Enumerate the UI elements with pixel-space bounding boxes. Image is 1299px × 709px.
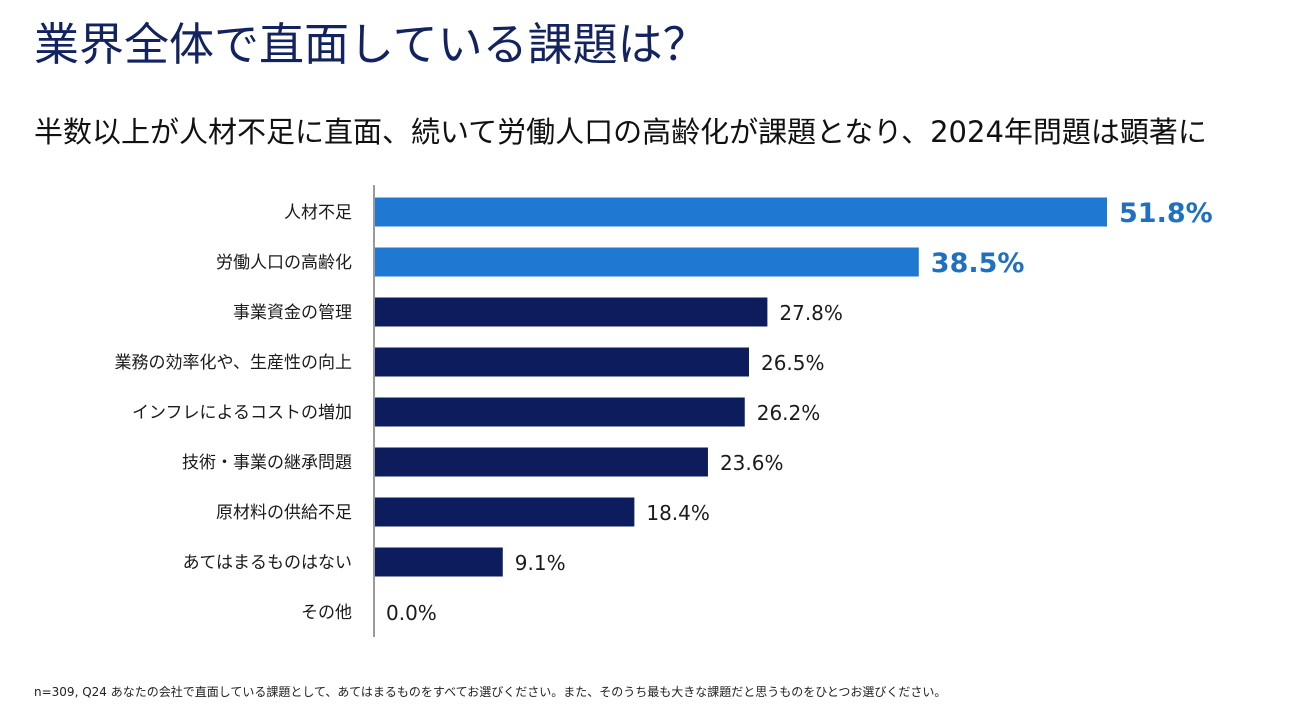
category-label: 技術・事業の継承問題 — [182, 453, 352, 473]
category-label: あてはまるものはない — [183, 553, 352, 573]
bar — [374, 547, 503, 577]
bar — [374, 297, 768, 327]
bar — [374, 347, 749, 377]
category-label: その他 — [301, 603, 352, 623]
category-label: 業務の効率化や、生産性の向上 — [115, 353, 353, 373]
category-label: インフレによるコストの増加 — [132, 403, 352, 423]
value-label: 0.0% — [386, 601, 437, 625]
bar — [374, 197, 1107, 227]
page-title: 業界全体で直面している課題は？ — [34, 18, 708, 71]
category-label: 原材料の供給不足 — [216, 503, 352, 523]
bar — [374, 497, 635, 527]
bars-layer: 人材不足 51.8% 労働人口の高齢化 38.5% 事業資金の管理 27.8% 業務の効率化… — [115, 197, 1213, 625]
bar — [374, 397, 745, 427]
value-label: 26.2% — [757, 401, 821, 425]
value-label: 51.8% — [1119, 198, 1213, 229]
category-label: 労働人口の高齢化 — [216, 253, 352, 273]
value-label: 26.5% — [761, 351, 825, 375]
bar-chart: 人材不足 51.8% 労働人口の高齢化 38.5% 事業資金の管理 27.8% 業務の効率化… — [115, 185, 1213, 637]
footnote: n=309, Q24 あなたの会社で直面している課題として、あてはまるものをすべ… — [34, 685, 947, 699]
page-subtitle: 半数以上が人材不足に直面、続いて労働人口の高齢化が課題となり、2024年問題は顕… — [34, 115, 1207, 149]
category-label: 事業資金の管理 — [233, 303, 352, 323]
value-label: 18.4% — [646, 501, 710, 525]
value-label: 9.1% — [515, 551, 566, 575]
category-label: 人材不足 — [284, 203, 352, 223]
value-label: 23.6% — [720, 451, 784, 475]
bar — [374, 447, 708, 477]
value-label: 38.5% — [931, 248, 1025, 279]
value-label: 27.8% — [779, 301, 843, 325]
bar — [374, 247, 919, 277]
